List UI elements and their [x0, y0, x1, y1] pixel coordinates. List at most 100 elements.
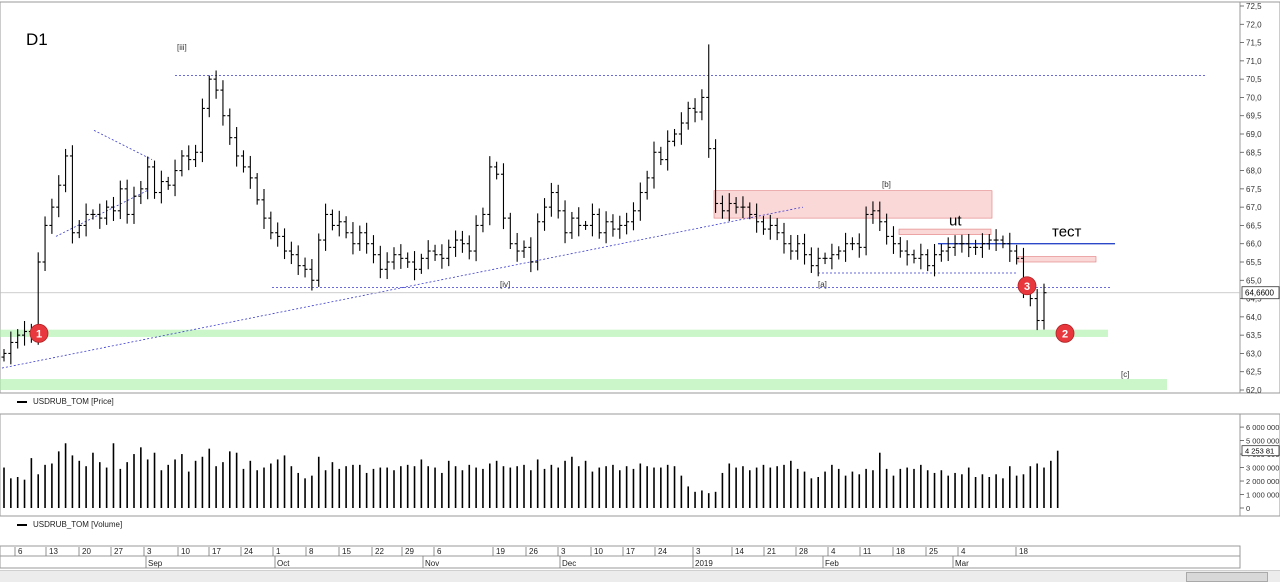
- horizontal-scrollbar[interactable]: [0, 570, 1280, 582]
- ohlc-bar: [774, 218, 780, 241]
- ohlc-bar: [459, 230, 465, 253]
- date-axis-tick-label: 29: [405, 547, 414, 556]
- ohlc-bar: [165, 176, 171, 190]
- month-axis-label: Mar: [955, 559, 969, 568]
- ohlc-bar: [555, 184, 561, 219]
- current-volume-box: [1241, 445, 1280, 457]
- volume-axis-tick-label: 0: [1246, 504, 1250, 513]
- date-axis-tick-label: 26: [529, 547, 538, 556]
- ohlc-bar: [193, 144, 199, 168]
- ohlc-bar: [76, 220, 82, 239]
- ohlc-bar: [275, 222, 281, 247]
- ohlc-bar: [1007, 232, 1013, 262]
- price-legend: USDRUB_TOM [Price]: [0, 397, 114, 406]
- ohlc-bar: [986, 234, 992, 250]
- ohlc-bar: [767, 214, 773, 240]
- price-axis-tick-label: 66,5: [1246, 221, 1262, 230]
- date-axis-tick-label: 28: [799, 547, 808, 556]
- ohlc-bar: [350, 222, 356, 255]
- ohlc-bar: [268, 211, 274, 240]
- ohlc-bar: [877, 201, 883, 232]
- price-pane[interactable]: [0, 1, 1241, 394]
- ohlc-bar: [309, 259, 315, 291]
- ohlc-bar: [822, 252, 828, 265]
- ohlc-bar: [952, 235, 958, 256]
- ohlc-bar: [788, 234, 794, 260]
- ohlc-bar: [836, 246, 842, 260]
- ohlc-bar: [740, 196, 746, 219]
- ohlc-bar: [624, 212, 630, 235]
- ohlc-bar: [583, 220, 589, 230]
- ohlc-bar: [15, 329, 21, 349]
- ohlc-bar: [726, 193, 732, 222]
- ohlc-bar: [336, 210, 342, 237]
- ohlc-bar: [425, 240, 431, 270]
- ohlc-bar: [535, 213, 541, 271]
- price-axis-tick-label: 65,5: [1246, 258, 1262, 267]
- ohlc-bar: [364, 222, 370, 254]
- trendline-triangle-lower: [55, 190, 148, 237]
- ohlc-bar: [42, 216, 48, 271]
- ohlc-bar: [808, 247, 814, 273]
- ohlc-bar: [432, 244, 438, 261]
- price-axis-tick-label: 71,5: [1246, 39, 1262, 48]
- ohlc-bar: [644, 170, 650, 200]
- price-legend-text: USDRUB_TOM [Price]: [33, 397, 114, 406]
- ohlc-bar: [692, 98, 698, 123]
- current-price-label: 64,6600: [1245, 289, 1274, 298]
- month-axis-label: Oct: [277, 559, 290, 568]
- ut-label: ut: [949, 212, 962, 229]
- date-axis-tick-label: 24: [658, 547, 667, 556]
- date-axis-tick-label: 6: [437, 547, 442, 556]
- current-volume-label: 4 253 81: [1245, 447, 1274, 456]
- ohlc-bar: [158, 170, 164, 204]
- ohlc-bar: [932, 243, 938, 277]
- ohlc-bar: [494, 161, 500, 180]
- ohlc-bar: [412, 251, 418, 281]
- ohlc-bar: [172, 159, 178, 197]
- date-axis-tick-label: 20: [82, 547, 91, 556]
- ohlc-bar: [993, 229, 999, 251]
- ohlc-bar: [234, 127, 240, 167]
- ohlc-bar: [69, 145, 75, 244]
- wave-label-b: [b]: [882, 180, 891, 189]
- marker-2: 2: [1062, 328, 1068, 340]
- ohlc-bar: [254, 173, 260, 205]
- price-axis-tick-label: 68,0: [1246, 167, 1262, 176]
- ohlc-bar: [247, 155, 253, 189]
- date-axis-tick-label: 4: [961, 547, 966, 556]
- ohlc-bar: [473, 215, 479, 262]
- date-axis-tick-label: 25: [929, 547, 938, 556]
- ohlc-bar: [925, 249, 931, 272]
- wave-label-c: [c]: [1121, 370, 1129, 379]
- ohlc-bar: [890, 226, 896, 254]
- ohlc-bar: [966, 234, 972, 258]
- ohlc-bar: [186, 145, 192, 171]
- ohlc-bar: [507, 212, 513, 249]
- ohlc-bar: [897, 237, 903, 258]
- zone-support_c: [0, 379, 1167, 390]
- ohlc-bar: [405, 252, 411, 268]
- ohlc-bar: [521, 240, 527, 258]
- volume-axis-tick-label: 1 000 000: [1246, 491, 1279, 500]
- date-axis-tick-label: 6: [18, 547, 23, 556]
- price-axis-tick-label: 66,0: [1246, 240, 1262, 249]
- volume-axis-tick-label: 3 000 000: [1246, 464, 1279, 473]
- marker-1-circle: [29, 323, 49, 343]
- ohlc-bar: [439, 244, 445, 269]
- ohlc-bar: [152, 160, 158, 199]
- timeframe-label: D1: [26, 30, 48, 49]
- zone-resistance_b: [713, 190, 993, 219]
- date-axis-tick-label: 13: [49, 547, 58, 556]
- date-axis-tick-label: 19: [496, 547, 505, 556]
- ohlc-bar: [357, 225, 363, 251]
- volume-axis-tick-label: 5 000 000: [1246, 437, 1279, 446]
- ohlc-bar: [384, 252, 390, 280]
- ohlc-bar: [97, 203, 103, 229]
- ohlc-bar: [637, 182, 643, 221]
- date-axis-tick-label: 15: [342, 547, 351, 556]
- month-axis-label: Sep: [148, 559, 163, 568]
- ohlc-bar: [733, 197, 739, 214]
- ohlc-bar: [514, 232, 520, 262]
- ohlc-bar: [603, 211, 609, 244]
